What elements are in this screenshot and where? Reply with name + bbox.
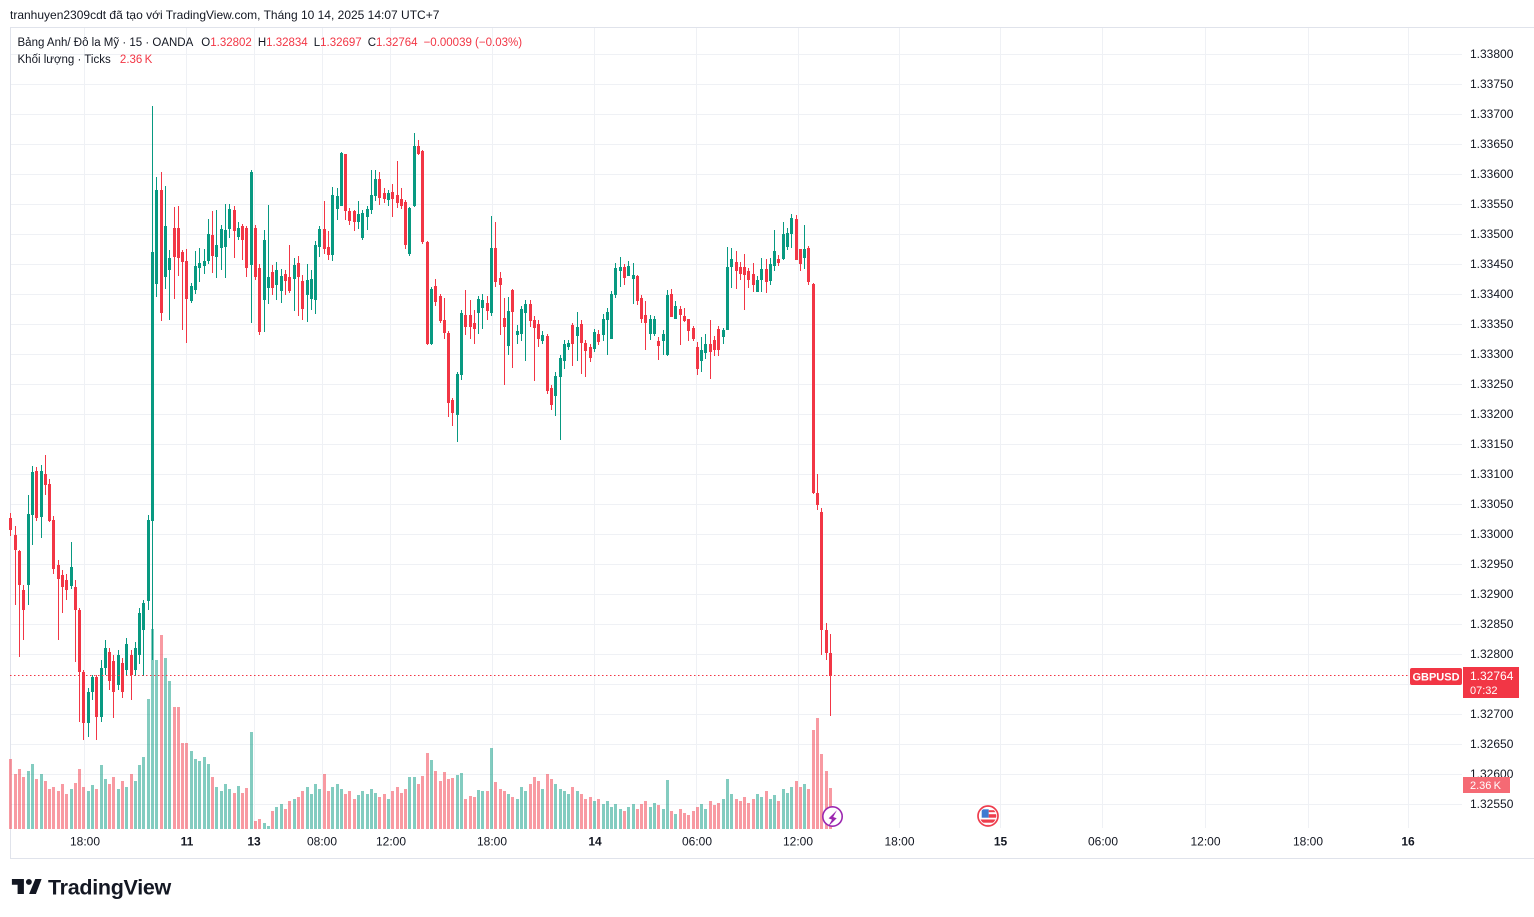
svg-text:2.36 K: 2.36 K: [1470, 780, 1502, 792]
svg-text:1.33500: 1.33500: [1470, 227, 1514, 241]
svg-text:1.32700: 1.32700: [1470, 707, 1514, 721]
svg-text:13: 13: [247, 835, 261, 849]
svg-text:08:00: 08:00: [307, 835, 337, 849]
svg-text:1.33750: 1.33750: [1470, 77, 1514, 91]
svg-text:1.32764: 1.32764: [1470, 669, 1514, 683]
svg-text:12:00: 12:00: [1190, 835, 1220, 849]
svg-text:07:32: 07:32: [1470, 685, 1498, 697]
svg-text:1.33450: 1.33450: [1470, 257, 1514, 271]
svg-text:tranhuyen2309cdt đã tạo với Tr: tranhuyen2309cdt đã tạo với TradingView.…: [10, 8, 440, 22]
svg-text:18:00: 18:00: [1293, 835, 1323, 849]
svg-text:1.32550: 1.32550: [1470, 797, 1514, 811]
svg-text:15: 15: [994, 835, 1008, 849]
svg-text:12:00: 12:00: [783, 835, 813, 849]
svg-text:18:00: 18:00: [70, 835, 100, 849]
svg-text:1.33150: 1.33150: [1470, 437, 1514, 451]
svg-text:06:00: 06:00: [1088, 835, 1118, 849]
svg-text:1.32650: 1.32650: [1470, 737, 1514, 751]
svg-text:12:00: 12:00: [376, 835, 406, 849]
svg-text:11: 11: [181, 835, 194, 849]
svg-text:TradingView: TradingView: [48, 876, 172, 900]
svg-text:1.33800: 1.33800: [1470, 47, 1514, 61]
svg-text:1.33350: 1.33350: [1470, 317, 1514, 331]
svg-text:1.33200: 1.33200: [1470, 407, 1514, 421]
svg-text:1.32800: 1.32800: [1470, 647, 1514, 661]
svg-text:1.33250: 1.33250: [1470, 377, 1514, 391]
svg-text:1.32950: 1.32950: [1470, 557, 1514, 571]
svg-text:1.33650: 1.33650: [1470, 137, 1514, 151]
svg-text:1.33400: 1.33400: [1470, 287, 1514, 301]
svg-text:18:00: 18:00: [884, 835, 914, 849]
svg-text:Khối lượng · Ticks 2.36 K: Khối lượng · Ticks 2.36 K: [18, 54, 153, 66]
svg-text:1.32850: 1.32850: [1470, 617, 1514, 631]
svg-text:GBPUSD: GBPUSD: [1412, 672, 1459, 684]
svg-text:1.33100: 1.33100: [1470, 467, 1514, 481]
svg-text:1.33550: 1.33550: [1470, 197, 1514, 211]
svg-text:06:00: 06:00: [682, 835, 712, 849]
svg-text:Bảng Anh/ Đô la Mỹ · 15 · OAND: Bảng Anh/ Đô la Mỹ · 15 · OANDA O1.32802 H…: [18, 37, 523, 49]
svg-text:1.33000: 1.33000: [1470, 527, 1514, 541]
svg-text:1.33600: 1.33600: [1470, 167, 1514, 181]
svg-text:1.33300: 1.33300: [1470, 347, 1514, 361]
svg-text:1.33700: 1.33700: [1470, 107, 1514, 121]
svg-text:1.33050: 1.33050: [1470, 497, 1514, 511]
svg-text:16: 16: [1401, 835, 1415, 849]
svg-text:1.32900: 1.32900: [1470, 587, 1514, 601]
svg-text:14: 14: [588, 835, 602, 849]
svg-text:18:00: 18:00: [477, 835, 507, 849]
